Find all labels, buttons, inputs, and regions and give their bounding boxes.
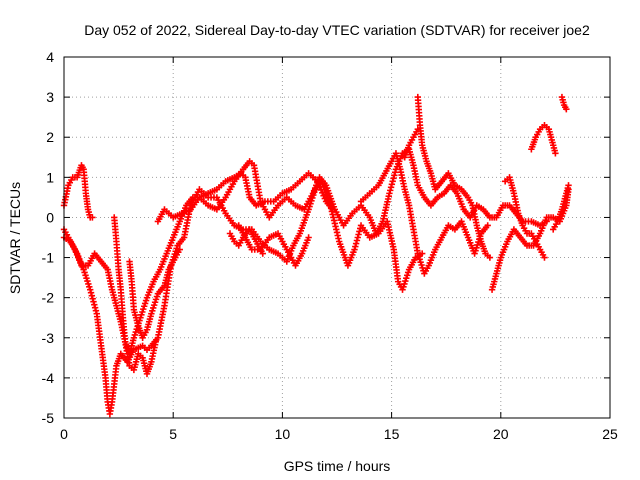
data-point: [486, 254, 494, 261]
chart-title: Day 052 of 2022, Sidereal Day-to-day VTE…: [84, 22, 590, 38]
series-track-l: [488, 186, 572, 293]
y-tick-label: 3: [46, 89, 54, 105]
y-tick-label: 4: [46, 49, 54, 65]
series-track-p: [550, 182, 572, 233]
series-track-n: [528, 121, 559, 157]
y-tick-label: -4: [42, 370, 55, 386]
data-point: [90, 298, 97, 305]
data-point: [352, 243, 359, 250]
x-tick-label: 10: [275, 426, 291, 442]
series-track-e: [111, 214, 159, 378]
data-point: [541, 254, 548, 261]
axis-ticks: 0 5 10 15 20 25 -5 -4 -3 -2 -1 0 1 2 3 4: [42, 49, 618, 442]
series-track-b: [60, 162, 96, 221]
data-point: [89, 295, 96, 302]
series-track-k: [401, 126, 422, 161]
plot-frame: [63, 56, 611, 419]
y-tick-label: -5: [42, 410, 55, 426]
data-point: [91, 301, 98, 308]
data-point: [390, 175, 397, 182]
data-point: [354, 234, 361, 241]
x-tick-label: 20: [493, 426, 509, 442]
data-point: [356, 228, 363, 235]
y-tick-label: -1: [42, 250, 55, 266]
data-point: [176, 246, 183, 253]
data-point: [563, 105, 570, 113]
data-point: [484, 222, 491, 229]
data-point: [355, 231, 362, 238]
y-tick-label: -2: [42, 290, 55, 306]
series-track-m: [501, 174, 548, 261]
y-axis-label: SDTVAR / TECUs: [7, 182, 23, 294]
series-track-j: [414, 93, 494, 261]
data-point: [351, 246, 358, 253]
data-point: [91, 304, 99, 311]
data-point: [352, 240, 360, 247]
y-tick-label: 2: [46, 129, 54, 145]
series-track-i: [357, 150, 491, 277]
data-point: [565, 182, 572, 189]
data-point: [88, 292, 96, 299]
data-point: [552, 150, 559, 157]
data-point: [388, 181, 396, 188]
data-point: [391, 172, 398, 179]
data-point: [387, 184, 395, 191]
series-track-d: [154, 170, 336, 225]
data-point: [329, 206, 336, 213]
data-point: [152, 338, 159, 345]
y-tick-label: 0: [46, 209, 54, 225]
y-tick-label: -3: [42, 330, 55, 346]
x-tick-label: 25: [602, 426, 618, 442]
data-point: [89, 214, 96, 221]
data-point: [87, 286, 94, 293]
x-tick-label: 0: [60, 426, 68, 442]
data-point: [259, 250, 266, 257]
data-series: [60, 93, 572, 418]
data-point: [92, 307, 100, 314]
data-point: [391, 169, 399, 176]
series-track-h: [226, 226, 266, 257]
data-point: [386, 190, 393, 197]
data-point: [414, 126, 422, 133]
series-track-f: [126, 246, 183, 341]
x-tick-label: 15: [384, 426, 400, 442]
y-tick-label: 1: [46, 169, 54, 185]
data-point: [305, 234, 312, 241]
x-axis-label: GPS time / hours: [284, 458, 391, 474]
data-point: [353, 237, 361, 244]
x-tick-label: 5: [169, 426, 177, 442]
data-point: [387, 187, 394, 194]
series-track-o: [558, 93, 570, 113]
data-point: [389, 178, 396, 185]
data-point: [87, 289, 95, 296]
